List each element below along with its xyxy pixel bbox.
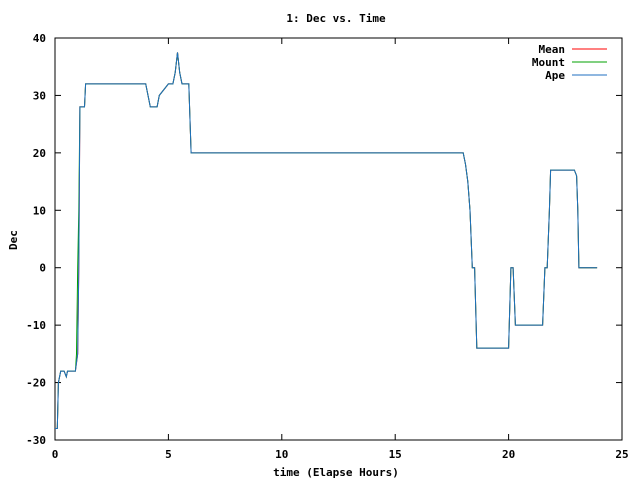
plot-frame [54, 37, 623, 441]
x-tick-label: 25 [615, 448, 628, 461]
y-tick-label: 40 [33, 32, 46, 45]
chart-title: 1: Dec vs. Time [286, 12, 386, 25]
series-line-ape [55, 52, 598, 429]
y-tick-label: 10 [33, 204, 46, 217]
x-tick-label: 15 [389, 448, 402, 461]
x-tick-label: 5 [165, 448, 172, 461]
y-tick-label: 20 [33, 147, 46, 160]
y-tick-label: 30 [33, 89, 46, 102]
legend-label-mount: Mount [532, 56, 565, 69]
y-tick-label: -20 [26, 377, 46, 390]
y-tick-label: -30 [26, 434, 46, 447]
y-axis-label: Dec [7, 230, 20, 250]
legend-label-ape: Ape [545, 69, 565, 82]
ticks-group: 0 5 10 15 20 25 -30 -20 -10 0 10 20 30 40 [26, 32, 629, 461]
x-tick-label: 20 [502, 448, 515, 461]
x-tick-label: 10 [275, 448, 288, 461]
series-group [55, 52, 598, 429]
y-tick-label: -10 [26, 319, 46, 332]
y-tick-label: 0 [39, 262, 46, 275]
x-tick-label: 0 [52, 448, 59, 461]
legend-label-mean: Mean [539, 43, 566, 56]
x-axis-label: time (Elapse Hours) [273, 466, 399, 479]
